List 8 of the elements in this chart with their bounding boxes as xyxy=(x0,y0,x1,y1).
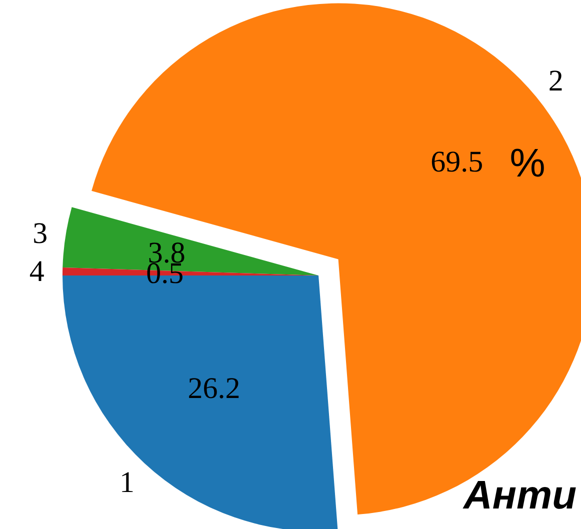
text: Анти xyxy=(462,474,576,518)
data-label: 26.2 xyxy=(188,372,240,406)
slice-label: 2 xyxy=(548,64,564,98)
data-label: 69.5 xyxy=(430,146,484,179)
slice-label: 3 xyxy=(32,217,48,250)
slice-label: 1 xyxy=(120,466,135,499)
slice-label: 4 xyxy=(29,255,44,288)
text: % xyxy=(510,142,546,186)
